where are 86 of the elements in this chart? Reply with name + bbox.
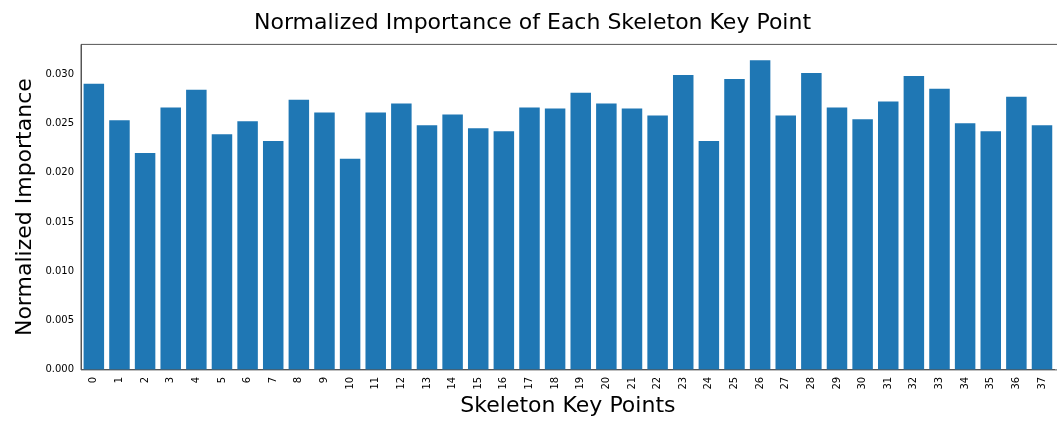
x-tick-label: 25 [728,376,740,390]
x-tick-label: 7 [266,376,278,384]
bar [647,115,668,370]
bar [877,101,899,370]
y-tick-label: 0.005 [45,314,75,326]
bar [749,60,771,370]
bar [544,108,566,370]
x-tick-label: 4 [189,376,201,384]
bar [186,89,207,370]
x-tick-label: 9 [318,376,330,384]
x-tick-label: 35 [984,376,996,390]
x-tick-label: 15 [471,376,483,390]
x-tick-label: 34 [958,376,970,390]
bar [109,120,130,370]
x-tick-label: 21 [625,376,637,390]
x-tick-label: 16 [497,376,509,390]
x-tick-label: 10 [343,376,355,390]
x-tick-label: 22 [651,376,663,390]
bar [621,108,643,370]
bar [416,125,438,370]
x-tick-label: 8 [292,376,304,384]
x-tick-label: 33 [933,376,945,390]
bar [442,114,463,370]
x-tick-label: 28 [804,376,816,390]
y-tick-label: 0.020 [45,166,75,178]
x-tick-label: 1 [113,376,125,384]
x-tick-label: 6 [241,376,253,384]
bar [826,107,848,370]
y-tick-label: 0.000 [45,363,75,375]
bar [365,112,386,370]
bar [724,78,745,370]
x-tick-label: 3 [164,376,176,384]
bar [211,134,233,370]
y-tick-label: 0.025 [45,116,75,128]
x-tick-label: 5 [215,376,227,384]
x-tick-label: 36 [1009,376,1021,390]
bar [493,131,515,370]
x-tick-label: 30 [856,376,868,390]
bar [929,88,950,370]
x-tick-label: 14 [446,376,458,390]
x-tick-label: 23 [676,376,688,390]
bar [1031,125,1053,370]
x-tick-label: 12 [394,376,406,390]
x-tick-label: 18 [548,376,560,390]
x-tick-label: 24 [702,376,714,390]
y-axis-title: Normalized Importance [10,78,36,337]
x-axis-title: Skeleton Key Points [460,391,676,417]
bar [339,158,361,370]
bar [83,83,105,370]
y-tick-label: 0.030 [45,67,75,79]
x-tick-label: 32 [907,376,919,390]
x-tick-label: 26 [753,376,765,390]
x-tick-label: 11 [369,376,381,390]
bar [391,103,412,370]
bar [672,74,694,370]
x-tick-label: 29 [830,376,842,390]
x-tick-label: 19 [574,376,586,390]
bar [288,99,310,370]
bar [852,119,873,370]
bar [467,128,489,370]
x-tick-label: 37 [1035,376,1047,390]
bar [314,112,335,370]
bar [903,75,925,370]
bar [596,103,617,370]
x-tick-label: 17 [523,376,535,390]
x-tick-label: 0 [87,376,99,384]
chart-title: Normalized Importance of Each Skeleton Key Point [253,8,812,34]
bar [980,131,1001,370]
bar [134,152,156,370]
y-tick-label: 0.015 [45,215,75,227]
y-tick-label: 0.010 [45,264,75,276]
bar [237,121,258,370]
bar [262,141,284,370]
x-tick-label: 27 [779,376,791,390]
bar [954,123,976,370]
bar [775,115,796,370]
x-tick-label: 13 [420,376,432,390]
bar [801,73,822,370]
bar [698,141,720,370]
bar [570,92,591,370]
x-tick-label: 20 [599,376,611,390]
bar [519,107,540,370]
x-tick-label: 2 [138,376,150,384]
x-tick-label: 31 [881,376,893,390]
bar [160,107,181,370]
bar [1006,96,1027,370]
